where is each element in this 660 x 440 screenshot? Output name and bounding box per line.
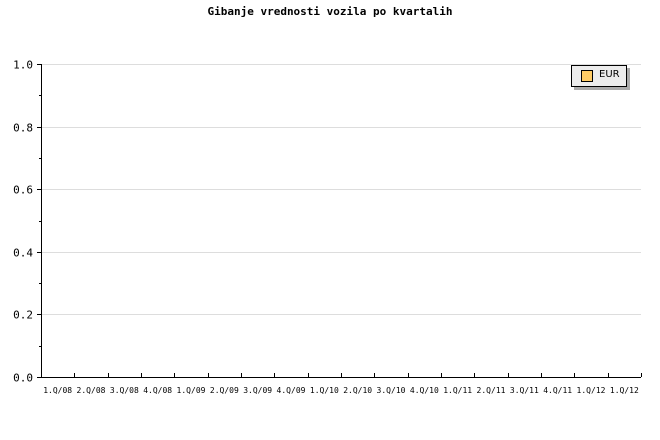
y-tick-label: 0.8 <box>13 122 33 135</box>
x-tick-label: 3.Q/11 <box>510 386 539 395</box>
x-tick-label: 1.Q/11 <box>443 386 472 395</box>
chart-title: Gibanje vrednosti vozila po kvartalih <box>207 5 453 18</box>
x-tick-label: 4.Q/08 <box>143 386 172 395</box>
legend-swatch-eur <box>581 70 593 82</box>
x-tick-label: 2.Q/10 <box>343 386 372 395</box>
legend: EUR <box>571 65 627 87</box>
y-tick-label: 0.6 <box>13 184 33 197</box>
x-tick-label: 3.Q/08 <box>110 386 139 395</box>
x-tick-label: 2.Q/11 <box>477 386 506 395</box>
legend-label-eur: EUR <box>599 69 620 80</box>
x-tick-label: 1.Q/12 <box>610 386 639 395</box>
x-tick-label: 3.Q/10 <box>377 386 406 395</box>
x-tick-label: 1.Q/12 <box>577 386 606 395</box>
x-tick-label: 2.Q/09 <box>210 386 239 395</box>
x-tick-label: 1.Q/10 <box>310 386 339 395</box>
x-tick-label: 3.Q/09 <box>243 386 272 395</box>
y-tick-label: 1.0 <box>13 59 33 72</box>
y-tick-label: 0.4 <box>13 247 33 260</box>
y-tick-label: 0.2 <box>13 309 33 322</box>
y-tick-label: 0.0 <box>13 372 33 385</box>
x-tick-label: 4.Q/10 <box>410 386 439 395</box>
x-tick-label: 2.Q/08 <box>77 386 106 395</box>
x-tick-label: 4.Q/11 <box>543 386 572 395</box>
x-tick-label: 4.Q/09 <box>277 386 306 395</box>
x-tick-label: 1.Q/09 <box>177 386 206 395</box>
x-tick-label: 1.Q/08 <box>43 386 72 395</box>
